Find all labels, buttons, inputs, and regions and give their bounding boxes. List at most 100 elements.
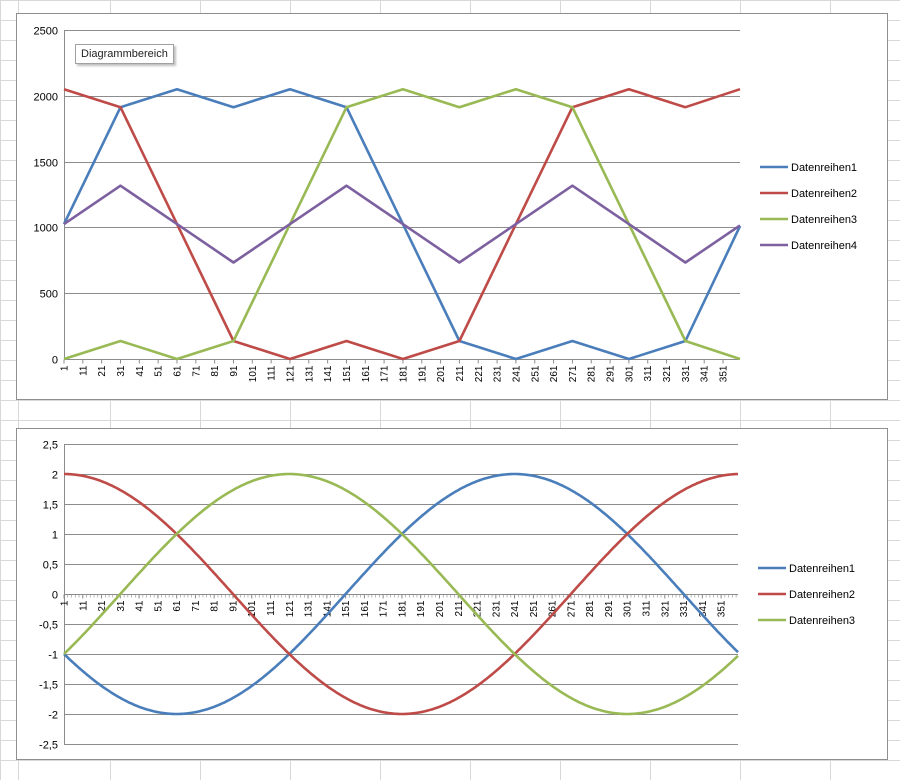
x-tick-label: 251 bbox=[529, 600, 540, 617]
x-tick-label: 61 bbox=[172, 365, 183, 377]
legend-label-1: Datenreihen1 bbox=[789, 563, 855, 575]
legend-label-2: Datenreihen2 bbox=[789, 589, 855, 601]
y-tick-label: -1,5 bbox=[39, 680, 58, 692]
y-tick-label: 1,5 bbox=[43, 500, 58, 512]
x-tick-label: 1 bbox=[60, 600, 71, 606]
x-tick-label: 161 bbox=[360, 600, 371, 617]
x-tick-label: 101 bbox=[248, 365, 259, 382]
x-tick-label: 281 bbox=[585, 600, 596, 617]
x-tick-label: 161 bbox=[361, 365, 372, 382]
chart-bottom[interactable]: -2,5 -2 -1,5 -1 -0,5 0 0,5 1 1,5 2 2,5 1 11 21 31 41 51 6… bbox=[16, 428, 888, 760]
legend-label-3: Datenreihen3 bbox=[791, 214, 857, 226]
x-tick-label: 141 bbox=[323, 365, 334, 382]
y-tick-label: 0,5 bbox=[43, 560, 58, 572]
x-tick-label: 261 bbox=[549, 365, 560, 382]
y-tick-label: -2,5 bbox=[39, 740, 58, 752]
x-tick-label: 91 bbox=[229, 365, 240, 377]
chart-area-tooltip: Diagrammbereich bbox=[75, 44, 174, 64]
x-tick-label: 221 bbox=[474, 365, 485, 382]
y-tick-label: 0 bbox=[52, 590, 58, 602]
x-tick-label: 201 bbox=[435, 600, 446, 617]
x-tick-label: 131 bbox=[304, 365, 315, 382]
x-tick-label: 321 bbox=[662, 365, 673, 382]
x-tick-label: 101 bbox=[247, 600, 258, 617]
x-tick-label: 331 bbox=[679, 600, 690, 617]
x-tick-label: 121 bbox=[285, 365, 296, 382]
x-tick-label: 41 bbox=[135, 365, 146, 377]
y-tick-label: 2500 bbox=[34, 26, 58, 38]
x-tick-label: 121 bbox=[285, 600, 296, 617]
x-tick-label: 331 bbox=[681, 365, 692, 382]
y-tick-label: 1 bbox=[52, 530, 58, 542]
x-tick-label: 341 bbox=[700, 365, 711, 382]
x-tick-label: 221 bbox=[473, 600, 484, 617]
x-tick-label: 301 bbox=[623, 600, 634, 617]
x-tick-label: 341 bbox=[698, 600, 709, 617]
y-tick-label: 1000 bbox=[34, 223, 58, 235]
x-tick-label: 111 bbox=[266, 600, 277, 616]
y-tick-label: 500 bbox=[40, 289, 58, 301]
x-tick-label: 181 bbox=[398, 365, 409, 382]
x-tick-label: 351 bbox=[719, 365, 730, 382]
x-tick-label: 31 bbox=[116, 600, 127, 612]
y-tick-label: -0,5 bbox=[39, 620, 58, 632]
x-tick-label: 11 bbox=[78, 365, 89, 376]
x-tick-label: 191 bbox=[417, 365, 428, 382]
x-tick-label: 241 bbox=[510, 600, 521, 617]
x-tick-label: 271 bbox=[568, 365, 579, 382]
x-tick-label: 231 bbox=[491, 600, 502, 617]
x-tick-label: 191 bbox=[416, 600, 427, 617]
legend-label-1: Datenreihen1 bbox=[791, 162, 857, 174]
series-line-3[interactable] bbox=[63, 472, 739, 716]
x-tick-label: 131 bbox=[304, 600, 315, 617]
x-tick-label: 321 bbox=[660, 600, 671, 617]
x-tick-label: 241 bbox=[511, 365, 522, 382]
x-tick-label: 1 bbox=[60, 365, 71, 371]
y-tick-label: -2 bbox=[48, 710, 58, 722]
y-tick-label: 2000 bbox=[34, 92, 58, 104]
x-tick-label: 31 bbox=[116, 365, 127, 377]
x-tick-label: 151 bbox=[342, 365, 353, 382]
x-tick-label: 181 bbox=[397, 600, 408, 617]
x-tick-label: 51 bbox=[154, 365, 165, 377]
x-tick-label: 261 bbox=[548, 600, 559, 617]
x-tick-label: 21 bbox=[97, 600, 108, 612]
y-tick-label: -1 bbox=[48, 650, 58, 662]
x-tick-label: 171 bbox=[380, 365, 391, 382]
x-tick-label: 301 bbox=[624, 365, 635, 382]
x-tick-label: 171 bbox=[379, 600, 390, 617]
x-tick-label: 41 bbox=[135, 600, 146, 612]
x-tick-label: 71 bbox=[191, 600, 202, 612]
x-tick-label: 351 bbox=[717, 600, 728, 617]
x-tick-label: 211 bbox=[455, 365, 466, 381]
x-tick-label: 11 bbox=[78, 600, 89, 611]
x-tick-label: 211 bbox=[454, 600, 465, 616]
x-tick-label: 151 bbox=[341, 600, 352, 617]
y-tick-label: 2 bbox=[52, 470, 58, 482]
chart-bottom-plot: -2,5-2-1,5-1-0,500,511,522,51 11 21 31 41 51 6… bbox=[39, 440, 855, 752]
x-tick-label: 231 bbox=[493, 365, 504, 382]
x-tick-label: 141 bbox=[322, 600, 333, 617]
x-tick-label: 251 bbox=[530, 365, 541, 382]
x-tick-label: 21 bbox=[97, 365, 108, 377]
y-tick-label: 0 bbox=[52, 355, 58, 367]
x-tick-label: 291 bbox=[606, 365, 617, 382]
x-tick-label: 271 bbox=[566, 600, 577, 617]
x-tick-label: 71 bbox=[191, 365, 202, 377]
x-tick-label: 51 bbox=[153, 600, 164, 612]
legend-label-3: Datenreihen3 bbox=[789, 615, 855, 627]
x-tick-label: 201 bbox=[436, 365, 447, 382]
x-tick-label: 91 bbox=[228, 600, 239, 612]
x-tick-label: 311 bbox=[642, 600, 653, 616]
x-tick-label: 311 bbox=[643, 365, 654, 381]
y-tick-label: 2,5 bbox=[43, 440, 58, 452]
legend-label-2: Datenreihen2 bbox=[791, 188, 857, 200]
x-tick-label: 81 bbox=[210, 600, 221, 612]
x-tick-label: 81 bbox=[210, 365, 221, 377]
series-line-4[interactable] bbox=[63, 184, 741, 264]
chart-top[interactable]: 0 500 1000 1500 2000 2500 1 11 21 31 41 51 61 71 81 91 1… bbox=[16, 13, 888, 400]
y-tick-label: 1500 bbox=[34, 158, 58, 170]
x-tick-label: 281 bbox=[587, 365, 598, 382]
x-tick-label: 61 bbox=[172, 600, 183, 612]
